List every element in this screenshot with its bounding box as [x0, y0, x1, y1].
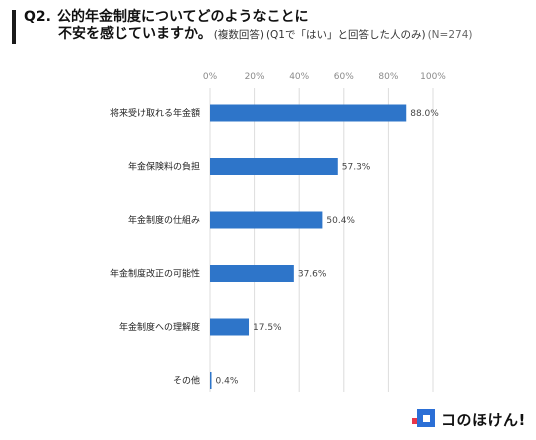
title-text-2: 不安を感じていますか。: [58, 26, 212, 42]
category-label: 年金制度への理解度: [119, 321, 200, 333]
x-tick-label: 100%: [420, 72, 446, 82]
logo-text: コのほけん!: [441, 410, 526, 429]
data-label: 50.4%: [326, 216, 355, 226]
title-line-2: 不安を感じていますか。 (複数回答) (Q1で「はい」と回答した人のみ) (N=274…: [24, 26, 529, 44]
data-label: 0.4%: [216, 377, 239, 387]
bar: [210, 318, 250, 336]
data-label: 37.6%: [298, 270, 327, 280]
category-label: 年金保険料の負担: [128, 161, 200, 173]
category-label: 年金制度改正の可能性: [110, 268, 200, 280]
category-label: 年金制度の仕組み: [128, 214, 200, 226]
title-line-1: Q2. 公的年金制度についてどのようなことに: [24, 9, 529, 26]
bar: [210, 158, 338, 175]
title-accent-bar: [12, 10, 16, 44]
x-tick-label: 40%: [289, 72, 309, 82]
x-tick-label: 80%: [378, 72, 398, 82]
title-note: (複数回答): [213, 29, 264, 41]
bar: [210, 104, 407, 122]
x-tick-label: 60%: [334, 72, 354, 82]
title-condition: (Q1で「はい」と回答した人のみ): [265, 29, 426, 41]
brand-logo: コのほけん!: [411, 404, 526, 434]
title-sample-size: (N=274): [427, 29, 473, 41]
x-tick-label: 0%: [203, 72, 218, 82]
data-label: 88.0%: [410, 109, 439, 119]
question-number: Q2.: [24, 9, 51, 25]
x-tick-label: 20%: [245, 72, 265, 82]
data-label: 17.5%: [253, 323, 282, 333]
logo-icon: [411, 407, 437, 431]
data-label: 57.3%: [342, 163, 371, 173]
bar: [210, 211, 323, 229]
bar: [210, 372, 212, 389]
category-label: 将来受け取れる年金額: [110, 107, 200, 119]
chart-title: Q2. 公的年金制度についてどのようなことに 不安を感じていますか。 (複数回答)(…: [24, 9, 529, 44]
title-text-1: 公的年金制度についてどのようなことに: [56, 9, 309, 25]
bar: [210, 265, 294, 282]
category-label: その他: [173, 375, 200, 387]
